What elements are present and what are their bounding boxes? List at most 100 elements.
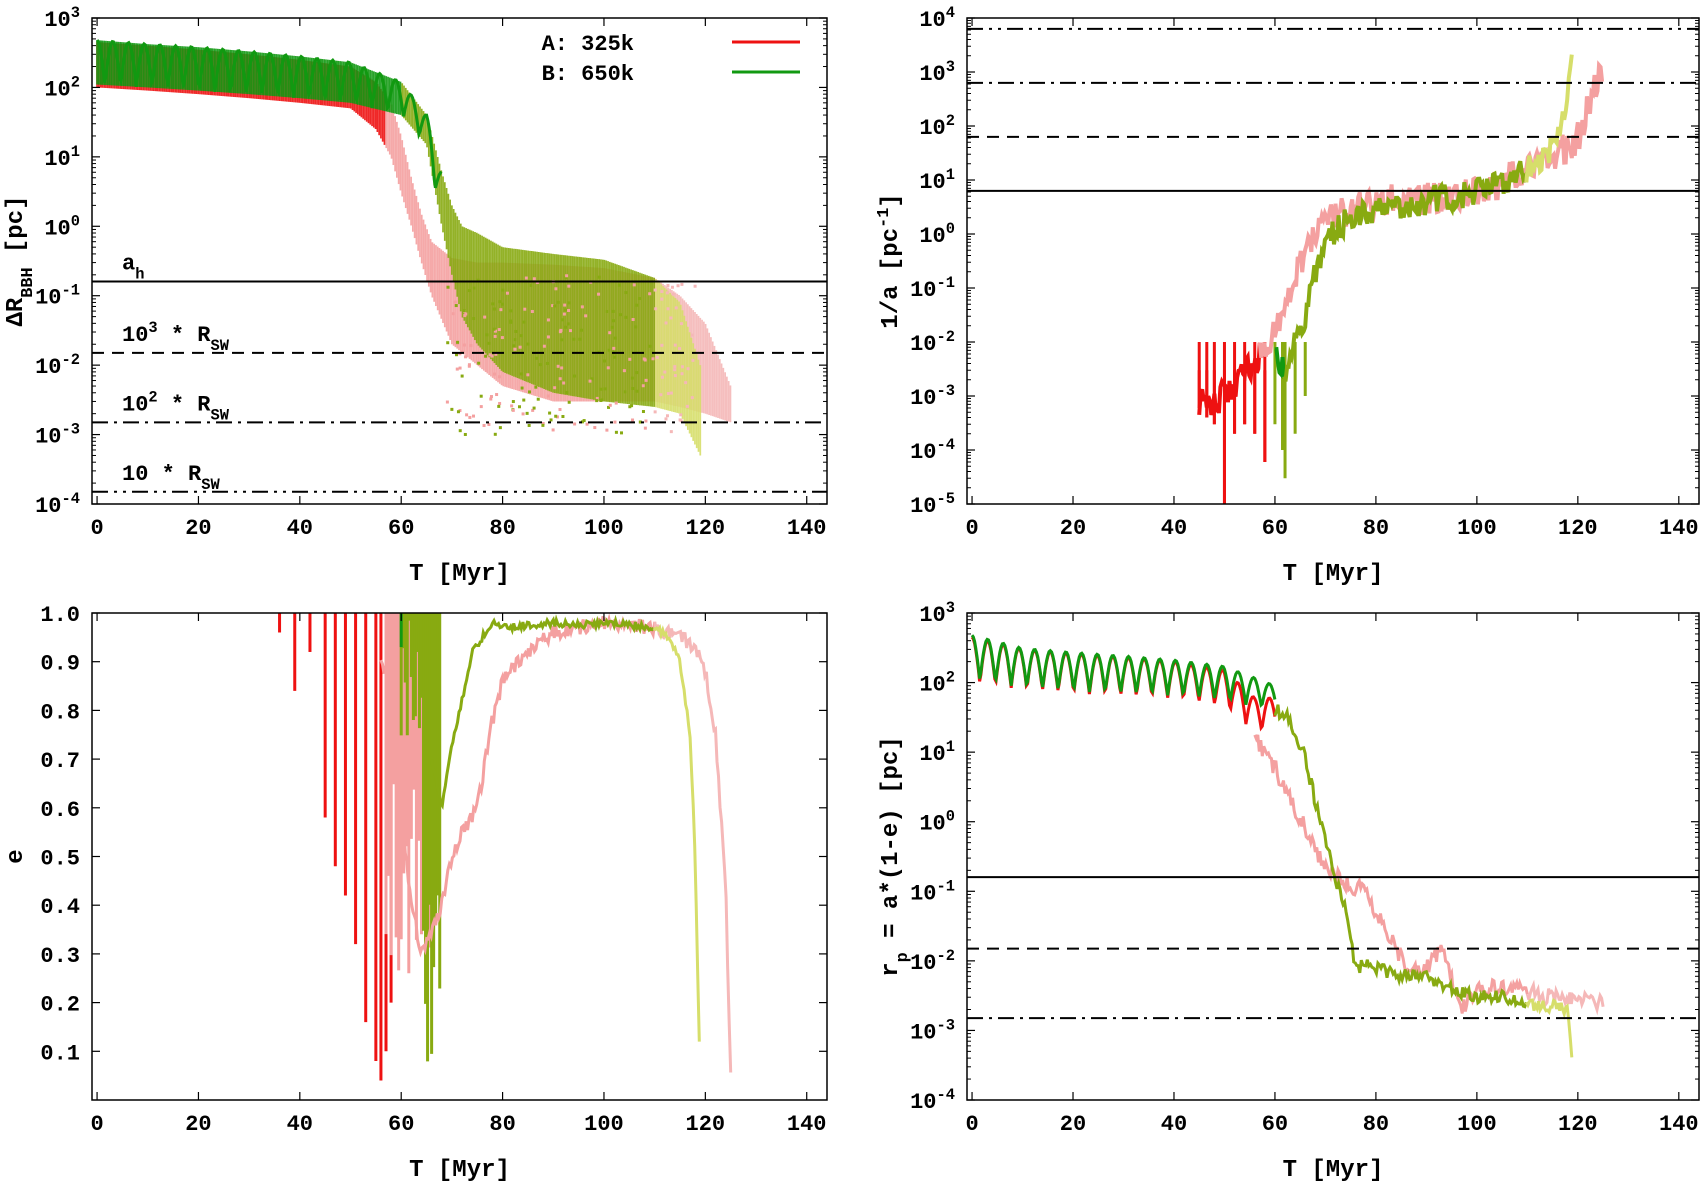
x-tick-label: 100 bbox=[1457, 1112, 1497, 1137]
data-point bbox=[561, 318, 565, 322]
data-point bbox=[532, 406, 536, 410]
data-point bbox=[638, 420, 642, 424]
y-tick-label: 10-3 bbox=[35, 421, 80, 450]
data-point bbox=[549, 418, 553, 422]
x-tick-label: 140 bbox=[1659, 1112, 1699, 1137]
data-point bbox=[551, 428, 555, 432]
data-point bbox=[635, 303, 639, 307]
data-point bbox=[511, 400, 515, 404]
x-tick-label: 100 bbox=[584, 1112, 624, 1137]
data-point bbox=[673, 368, 677, 372]
y-tick-label: 10-2 bbox=[910, 947, 955, 976]
data-point bbox=[669, 391, 673, 395]
y-tick-label: 103 bbox=[919, 599, 955, 628]
data-point bbox=[476, 278, 480, 282]
data-point bbox=[634, 325, 638, 329]
data-point bbox=[674, 306, 678, 310]
x-tick-label: 120 bbox=[686, 516, 726, 541]
data-point bbox=[462, 343, 466, 347]
x-tick-label: 100 bbox=[1457, 516, 1497, 541]
data-point bbox=[680, 365, 684, 369]
data-point bbox=[673, 343, 677, 347]
data-point bbox=[565, 391, 569, 395]
data-point bbox=[458, 429, 462, 433]
data-point bbox=[493, 432, 497, 436]
y-tick-label: 100 bbox=[919, 808, 955, 837]
data-point bbox=[562, 312, 566, 316]
data-point bbox=[493, 329, 497, 333]
x-tick-label: 40 bbox=[1161, 516, 1187, 541]
data-point bbox=[611, 309, 615, 313]
data-point bbox=[493, 372, 497, 376]
x-tick-label: 80 bbox=[1363, 516, 1389, 541]
data-point bbox=[631, 387, 635, 391]
data-point bbox=[618, 313, 622, 317]
x-tick-label: 80 bbox=[1363, 1112, 1389, 1137]
data-point bbox=[643, 426, 647, 430]
data-point bbox=[517, 405, 521, 409]
data-point bbox=[490, 354, 494, 358]
data-point bbox=[501, 288, 505, 292]
data-point bbox=[525, 411, 529, 415]
data-point bbox=[680, 372, 684, 376]
data-point bbox=[513, 347, 517, 351]
data-point bbox=[505, 291, 509, 295]
data-point bbox=[664, 321, 668, 325]
data-point bbox=[548, 411, 552, 415]
data-point bbox=[554, 414, 558, 418]
data-point bbox=[564, 325, 568, 329]
y-tick-label: 100 bbox=[44, 212, 80, 241]
data-point bbox=[670, 285, 674, 289]
data-point bbox=[541, 421, 545, 425]
data-point bbox=[455, 353, 459, 357]
data-point bbox=[518, 345, 522, 349]
data-series-line bbox=[1273, 704, 1528, 1009]
data-point bbox=[546, 335, 550, 339]
y-tick-label: 1.0 bbox=[40, 603, 80, 628]
data-point bbox=[541, 423, 545, 427]
data-point bbox=[684, 381, 688, 385]
data-point bbox=[510, 404, 514, 408]
y-tick-label: 100 bbox=[919, 220, 955, 249]
data-point bbox=[624, 291, 628, 295]
data-point bbox=[559, 328, 563, 332]
data-point bbox=[635, 371, 639, 375]
data-point bbox=[494, 352, 498, 356]
reference-line-label: ah bbox=[122, 252, 144, 284]
data-point bbox=[567, 284, 571, 288]
data-point bbox=[680, 282, 684, 286]
data-point bbox=[463, 432, 467, 436]
data-point bbox=[643, 358, 647, 362]
data-point bbox=[472, 286, 476, 290]
data-point bbox=[608, 403, 612, 407]
x-tick-label: 60 bbox=[388, 1112, 414, 1137]
data-point bbox=[612, 346, 616, 350]
data-point bbox=[542, 344, 546, 348]
data-point bbox=[588, 379, 592, 383]
data-point bbox=[497, 375, 501, 379]
data-point bbox=[665, 291, 669, 295]
data-point bbox=[673, 374, 677, 378]
data-point bbox=[566, 322, 570, 326]
data-point bbox=[631, 418, 635, 422]
x-tick-label: 0 bbox=[90, 1112, 103, 1137]
data-point bbox=[524, 276, 528, 280]
y-tick-label: 10-3 bbox=[910, 382, 955, 411]
plot-area bbox=[970, 634, 1605, 1058]
x-axis-label: T [Myr] bbox=[1283, 561, 1384, 588]
data-point bbox=[665, 414, 669, 418]
data-point bbox=[631, 318, 635, 322]
data-point bbox=[463, 314, 467, 318]
x-tick-label: 40 bbox=[287, 516, 313, 541]
x-tick-label: 120 bbox=[1558, 516, 1598, 541]
data-point bbox=[563, 308, 567, 312]
data-point bbox=[560, 338, 564, 342]
data-point bbox=[572, 337, 576, 341]
data-point bbox=[492, 327, 496, 331]
y-tick-label: 10-3 bbox=[910, 1016, 955, 1045]
data-point bbox=[573, 422, 577, 426]
data-point bbox=[651, 357, 655, 361]
y-tick-label: 10-4 bbox=[35, 490, 80, 519]
data-point bbox=[536, 397, 540, 401]
